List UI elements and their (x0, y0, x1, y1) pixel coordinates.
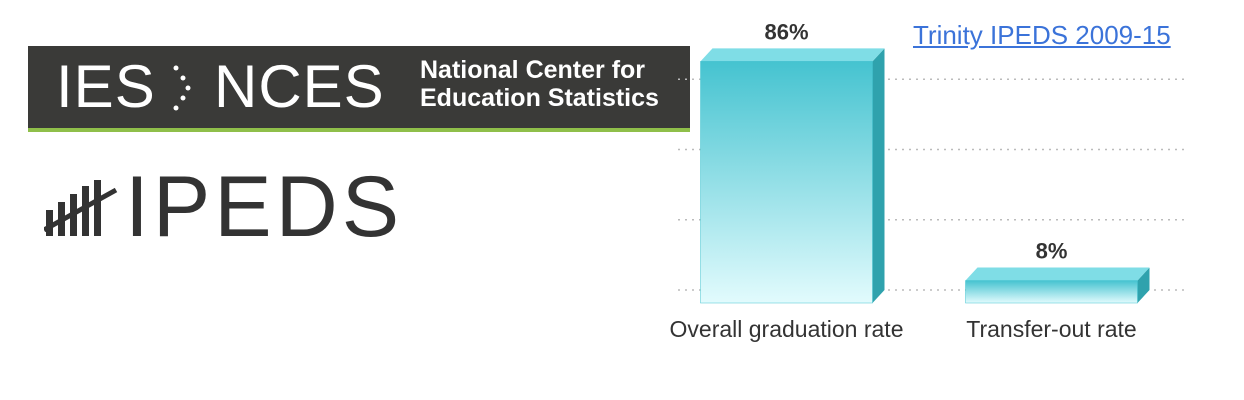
bar-top (965, 267, 1150, 281)
ipeds-text: IPEDS (125, 159, 404, 255)
nces-text: NCES (214, 53, 385, 120)
ies-text: IES (56, 53, 156, 120)
nces-name: Education Statistics (420, 84, 659, 112)
x-tick-label: Transfer-out rate (966, 316, 1137, 342)
bar-top (700, 48, 885, 62)
dots (173, 65, 191, 111)
ipeds-icon (44, 180, 118, 236)
nces-banner: IES NCES National Center for Education S… (28, 46, 690, 132)
bar-side (872, 48, 885, 304)
value-label: 86% (764, 19, 808, 44)
nces-name: National Center for (420, 56, 646, 84)
value-label: 8% (1036, 239, 1068, 264)
x-tick-label: Overall graduation rate (669, 316, 904, 342)
bar-side (1137, 267, 1150, 303)
source-link[interactable]: Trinity IPEDS 2009-15 (913, 20, 1171, 50)
bar (700, 61, 873, 304)
bar (965, 280, 1138, 304)
